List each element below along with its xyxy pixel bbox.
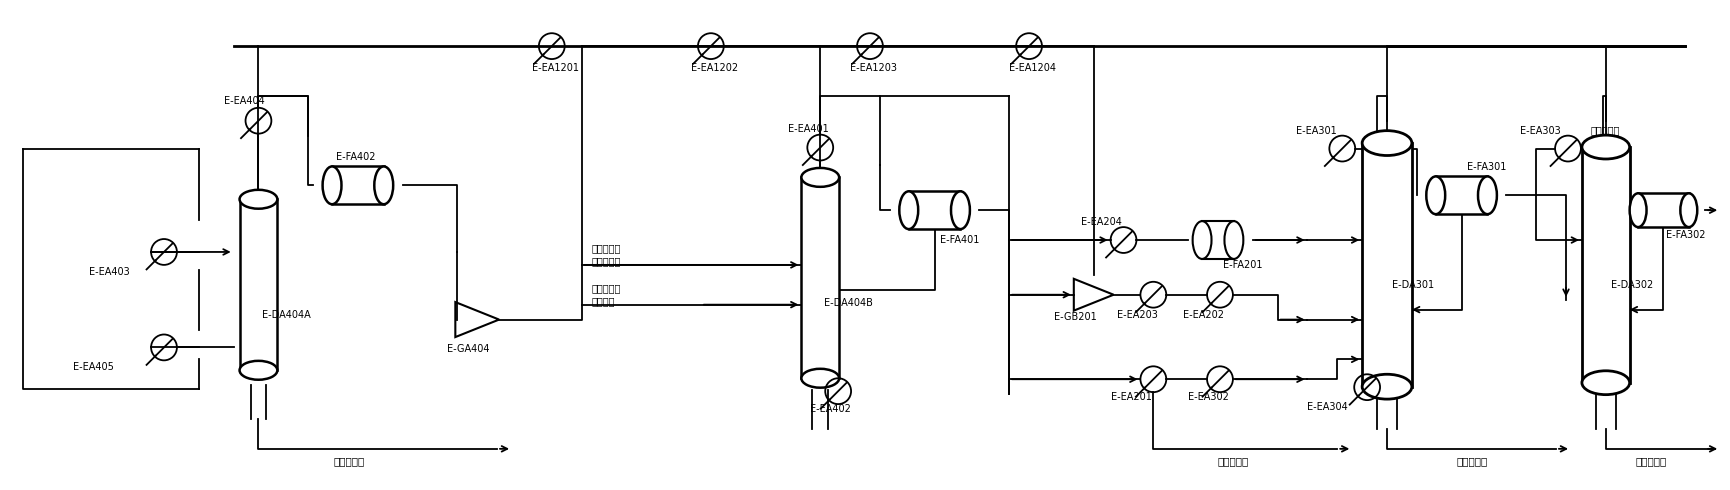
Text: E-EA201: E-EA201 — [1111, 392, 1152, 402]
Ellipse shape — [1362, 131, 1412, 155]
Text: E-GA404: E-GA404 — [448, 344, 490, 354]
Text: E-FA301: E-FA301 — [1467, 163, 1505, 172]
Text: E-DA404B: E-DA404B — [823, 297, 874, 308]
Ellipse shape — [900, 191, 919, 229]
Bar — [908, 191, 960, 229]
Ellipse shape — [1192, 221, 1211, 259]
Text: E-FA401: E-FA401 — [939, 235, 979, 245]
Ellipse shape — [239, 361, 277, 380]
Bar — [1436, 176, 1488, 214]
Text: E-EA1204: E-EA1204 — [1009, 63, 1057, 73]
Text: 干燥进料: 干燥进料 — [592, 295, 616, 306]
Text: E-EA402: E-EA402 — [810, 404, 851, 414]
Bar — [1362, 143, 1412, 387]
Text: 裂解气液相: 裂解气液相 — [592, 283, 621, 293]
Bar — [801, 177, 839, 378]
Text: E-FA402: E-FA402 — [336, 152, 375, 163]
Bar — [1581, 147, 1630, 383]
Text: E-DA301: E-DA301 — [1393, 280, 1434, 290]
Ellipse shape — [239, 190, 277, 209]
Text: 去脱乙烷塔: 去脱乙烷塔 — [1218, 456, 1249, 466]
Text: E-EA203: E-EA203 — [1116, 310, 1157, 319]
Text: 去脱丁烷塔: 去脱丁烷塔 — [334, 456, 365, 466]
Ellipse shape — [801, 369, 839, 388]
Ellipse shape — [1477, 176, 1496, 214]
Text: 去脱乙烷塔: 去脱乙烷塔 — [1635, 456, 1668, 466]
Text: E-GB201: E-GB201 — [1054, 312, 1097, 321]
Text: 干燥气进料: 干燥气进料 — [592, 256, 621, 266]
Ellipse shape — [1581, 371, 1630, 394]
Ellipse shape — [374, 167, 393, 204]
Ellipse shape — [952, 191, 971, 229]
Bar — [1202, 221, 1233, 259]
Ellipse shape — [322, 167, 341, 204]
Text: E-EA405: E-EA405 — [73, 362, 114, 372]
Text: 裂解气气相: 裂解气气相 — [592, 243, 621, 253]
Text: E-EA303: E-EA303 — [1521, 125, 1560, 136]
Text: E-EA302: E-EA302 — [1189, 392, 1228, 402]
Ellipse shape — [1630, 193, 1647, 227]
Text: E-EA403: E-EA403 — [90, 267, 130, 277]
Text: E-FA302: E-FA302 — [1666, 230, 1706, 240]
Text: E-DA302: E-DA302 — [1611, 280, 1652, 290]
Text: E-EA1201: E-EA1201 — [531, 63, 580, 73]
Ellipse shape — [1225, 221, 1244, 259]
Ellipse shape — [801, 168, 839, 187]
Bar — [239, 199, 277, 370]
Text: E-EA202: E-EA202 — [1183, 310, 1225, 319]
Text: E-EA204: E-EA204 — [1081, 217, 1121, 227]
Text: 甲烷、氢气: 甲烷、氢气 — [1592, 125, 1621, 136]
Text: E-EA301: E-EA301 — [1296, 125, 1336, 136]
Ellipse shape — [1581, 135, 1630, 159]
Bar — [332, 167, 384, 204]
Ellipse shape — [1680, 193, 1697, 227]
Ellipse shape — [1362, 374, 1412, 399]
Text: E-EA304: E-EA304 — [1308, 402, 1348, 412]
Text: 去脱乙烷塔: 去脱乙烷塔 — [1457, 456, 1488, 466]
Text: E-EA1203: E-EA1203 — [849, 63, 898, 73]
Bar — [1638, 193, 1688, 227]
Text: E-FA201: E-FA201 — [1223, 260, 1263, 270]
Text: E-DA404A: E-DA404A — [263, 310, 311, 319]
Text: E-EA404: E-EA404 — [223, 96, 265, 106]
Text: E-EA401: E-EA401 — [789, 123, 829, 134]
Text: E-EA1202: E-EA1202 — [690, 63, 739, 73]
Ellipse shape — [1426, 176, 1445, 214]
